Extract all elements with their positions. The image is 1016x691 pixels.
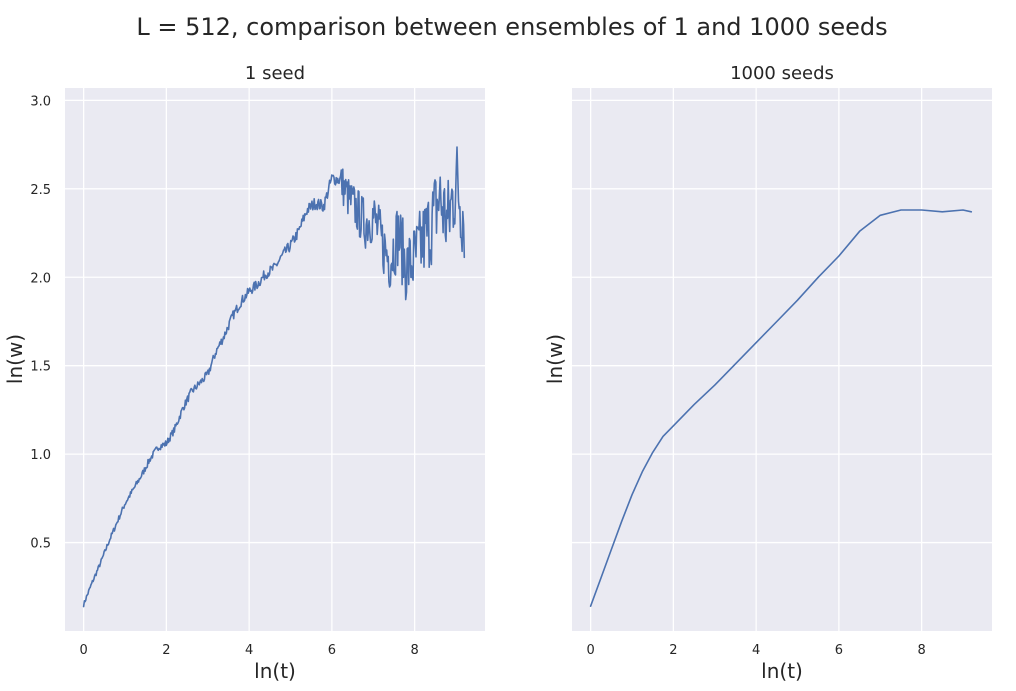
figure-title: L = 512, comparison between ensembles of…: [136, 13, 887, 41]
x-tick-label: 0: [79, 643, 87, 658]
right-y-axis-label: ln(w): [543, 334, 567, 384]
x-tick-label: 2: [162, 643, 170, 658]
x-tick-label: 8: [918, 643, 926, 658]
left-panel-1-seed: 1 seed ln(t) ln(w) 0 2 4 6 8 0.5 1.0 1.5 2.0 2.5 3…: [3, 63, 485, 683]
plot-area: [65, 88, 485, 631]
right-panel-1000-seeds: 1000 seeds ln(t) ln(w) 0 2 4 6 8: [543, 63, 992, 683]
y-tick-label: 2.5: [30, 183, 51, 198]
left-y-axis-label: ln(w): [3, 334, 27, 384]
x-tick-label: 0: [586, 643, 594, 658]
x-tick-label: 4: [752, 643, 760, 658]
y-tick-label: 3.0: [30, 94, 51, 109]
y-tick-label: 1.0: [30, 448, 51, 463]
x-tick-label: 6: [835, 643, 843, 658]
left-x-axis-label: ln(t): [254, 659, 296, 683]
x-tick-label: 2: [669, 643, 677, 658]
series-line: [589, 209, 973, 607]
right-x-axis-label: ln(t): [761, 659, 803, 683]
grid: [572, 88, 992, 631]
y-tick-label: 0.5: [30, 537, 51, 552]
y-tick-label: 2.0: [30, 271, 51, 286]
x-tick-label: 6: [328, 643, 336, 658]
series-line: [82, 146, 466, 608]
plot-area: [572, 88, 992, 631]
x-tick-label: 8: [411, 643, 419, 658]
left-panel-title: 1 seed: [245, 63, 305, 84]
x-tick-label: 4: [245, 643, 253, 658]
right-panel-title: 1000 seeds: [730, 63, 834, 84]
y-tick-label: 1.5: [30, 360, 51, 375]
